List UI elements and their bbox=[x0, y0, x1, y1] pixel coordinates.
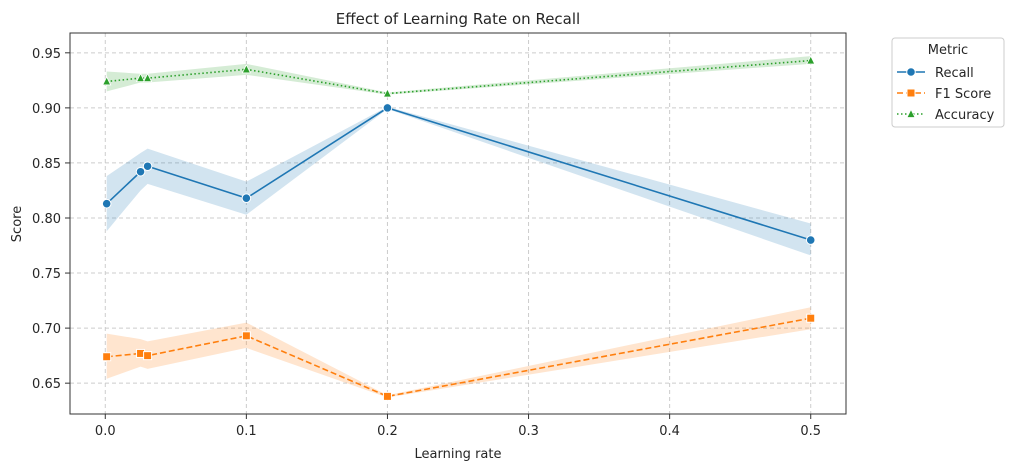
legend-item-f1-score: F1 Score bbox=[897, 87, 991, 102]
y-tick-label: 0.65 bbox=[32, 377, 61, 392]
x-tick-label: 0.4 bbox=[659, 424, 680, 439]
y-axis-label: Score bbox=[10, 206, 25, 242]
y-axis-ticks: 0.65 0.70 0.75 0.80 0.85 0.90 0.95 bbox=[32, 47, 70, 392]
confidence-bands bbox=[106, 56, 811, 398]
chart-title: Effect of Learning Rate on Recall bbox=[336, 10, 580, 28]
x-tick-label: 0.0 bbox=[95, 424, 116, 439]
x-axis-ticks: 0.0 0.1 0.2 0.3 0.4 0.5 bbox=[95, 414, 821, 439]
series-lines bbox=[106, 59, 811, 398]
accuracy-point bbox=[806, 55, 816, 65]
x-tick-label: 0.3 bbox=[518, 424, 539, 439]
recall-point bbox=[101, 198, 112, 209]
accuracy-point bbox=[135, 72, 146, 83]
f1-score-point bbox=[241, 331, 251, 341]
f1-score-point bbox=[102, 352, 112, 362]
series-markers bbox=[101, 55, 816, 401]
recall-confidence-band bbox=[106, 106, 811, 256]
x-tick-label: 0.5 bbox=[800, 424, 821, 439]
legend-marker-accuracy bbox=[906, 108, 916, 118]
accuracy-line bbox=[106, 59, 811, 95]
y-tick-label: 0.70 bbox=[32, 322, 61, 337]
legend-marker-recall bbox=[906, 67, 916, 77]
y-tick-label: 0.80 bbox=[32, 212, 61, 227]
f1-score-point bbox=[382, 391, 392, 401]
legend-label-accuracy: Accuracy bbox=[935, 108, 995, 123]
grid bbox=[70, 33, 846, 414]
x-tick-label: 0.1 bbox=[236, 424, 257, 439]
plot-frame bbox=[69, 32, 847, 415]
legend-items: Recall F1 Score Accuracy bbox=[897, 66, 995, 123]
recall-point bbox=[135, 166, 146, 177]
x-tick-label: 0.2 bbox=[377, 424, 398, 439]
legend-label-recall: Recall bbox=[935, 66, 974, 81]
accuracy-point bbox=[142, 72, 153, 83]
recall-point bbox=[142, 161, 153, 172]
recall-point bbox=[805, 235, 816, 245]
f1-score-line bbox=[106, 317, 811, 398]
legend: Metric Recall F1 Score Accuracy bbox=[891, 37, 1005, 128]
y-tick-label: 0.90 bbox=[32, 102, 61, 117]
legend-label-f1-score: F1 Score bbox=[935, 87, 991, 102]
accuracy-confidence-band bbox=[106, 56, 811, 95]
accuracy-point bbox=[241, 63, 252, 74]
f1-score-point bbox=[806, 313, 816, 323]
legend-marker-f1-score bbox=[906, 88, 916, 98]
x-axis-label: Learning rate bbox=[415, 447, 502, 462]
recall-line bbox=[106, 107, 811, 241]
legend-item-recall: Recall bbox=[897, 66, 974, 81]
legend-item-accuracy: Accuracy bbox=[897, 108, 995, 123]
y-tick-label: 0.75 bbox=[32, 267, 61, 282]
f1-score-point bbox=[143, 351, 153, 361]
recall-point bbox=[241, 193, 252, 203]
y-tick-label: 0.95 bbox=[32, 47, 61, 62]
y-tick-label: 0.85 bbox=[32, 157, 61, 172]
legend-box bbox=[891, 37, 1005, 128]
accuracy-point bbox=[382, 88, 393, 98]
accuracy-point bbox=[102, 76, 112, 86]
recall-point bbox=[382, 103, 393, 113]
legend-title: Metric bbox=[928, 43, 968, 58]
f1-score-confidence-band bbox=[106, 307, 811, 398]
